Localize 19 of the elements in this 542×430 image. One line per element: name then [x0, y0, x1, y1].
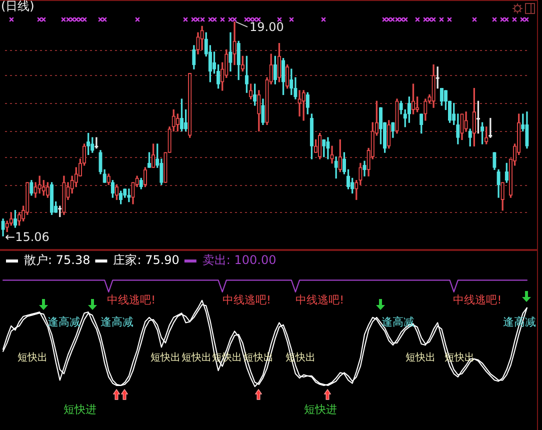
annotation: 短快出 [406, 351, 436, 364]
annotation: 短快出 [181, 351, 212, 364]
chart-title: (日线) [1, 0, 34, 14]
annotation: 短快出 [17, 351, 48, 364]
annotation: 逢高减 [47, 316, 80, 329]
legend-label: 卖出: 100.00 [202, 253, 276, 268]
annotation: 短快出 [150, 351, 180, 364]
annotation: 19.00 [250, 20, 284, 34]
text: 短快进 [64, 402, 97, 416]
legend-label: 庄家: 75.90 [113, 253, 180, 268]
text: 短快进 [304, 402, 338, 416]
annotation: 中线逃吧! [222, 293, 271, 306]
annotation: 中线逃吧! [296, 293, 344, 306]
annotation: 逢高减 [381, 316, 414, 329]
annotation: 中线逃吧! [453, 293, 502, 306]
annotation: ←15.06 [5, 230, 50, 244]
annotation: 逢高减 [100, 316, 134, 329]
legend-label: 散户: 75.38 [24, 253, 90, 268]
annotation: 中线逃吧! [107, 293, 156, 306]
